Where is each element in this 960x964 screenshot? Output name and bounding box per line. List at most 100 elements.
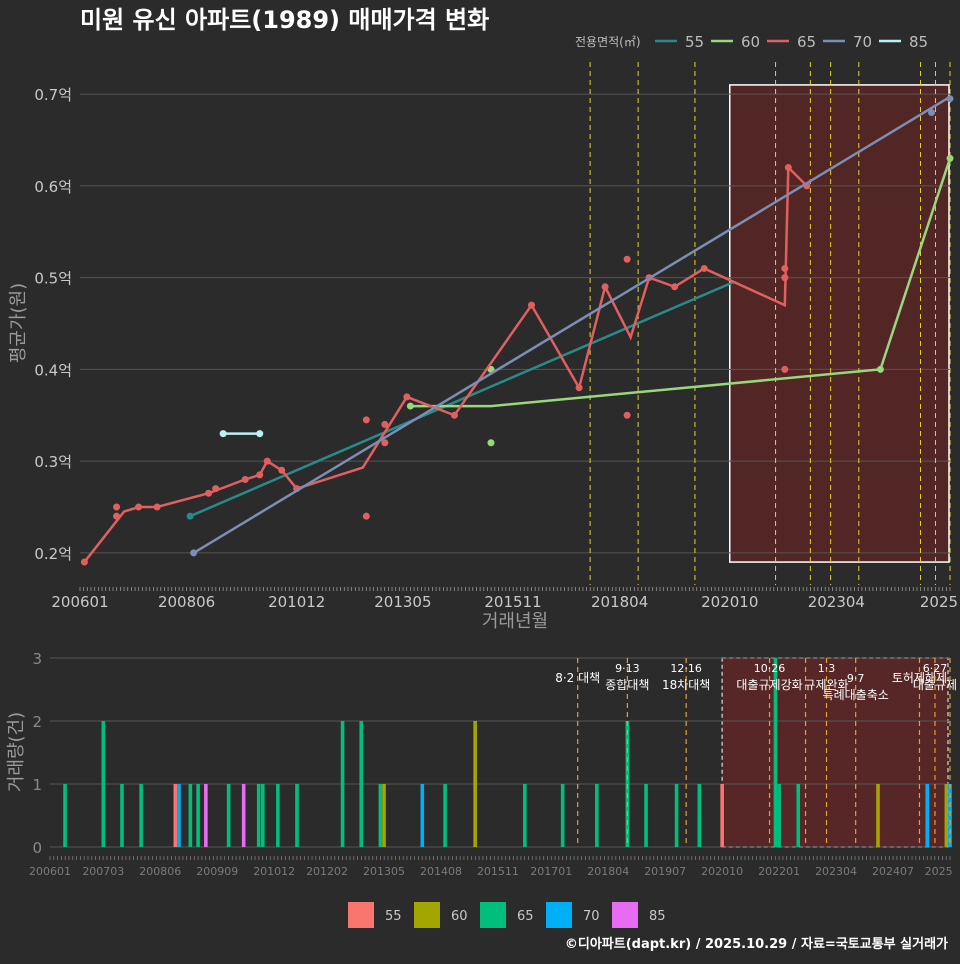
data-point-65	[362, 416, 370, 424]
volume-bar-65	[560, 784, 565, 847]
data-point-65	[450, 411, 458, 419]
policy-label: 대출규제강화	[736, 678, 802, 692]
legend-swatch-55	[348, 902, 374, 928]
legend-swatch-65	[480, 902, 506, 928]
data-point-65	[135, 503, 143, 511]
series-line-55	[189, 281, 734, 518]
data-point-65	[381, 420, 389, 428]
legend-label-85: 85	[909, 33, 928, 51]
y-tick-label: 0.6억	[34, 178, 72, 196]
x-tick-label: 202304	[815, 865, 857, 878]
data-point-85	[219, 430, 227, 438]
data-point-65	[601, 283, 609, 291]
volume-bar-65	[697, 784, 702, 847]
x-tick-label: 200703	[82, 865, 124, 878]
volume-bar-65	[295, 784, 299, 847]
legend-label-65: 65	[797, 33, 816, 51]
data-point-65	[700, 264, 708, 272]
x-tick-label: 202304	[808, 593, 865, 611]
volume-bar-65	[359, 721, 364, 847]
volume-bar-70	[925, 784, 930, 847]
policy-date: 9·7	[847, 672, 865, 685]
series-line-60	[410, 157, 952, 408]
policy-label: 규제완화	[804, 678, 848, 692]
y-axis-label: 평균가(원)	[8, 283, 29, 363]
x-tick-label: 2025	[920, 593, 958, 611]
x-tick-label: 201804	[591, 593, 648, 611]
volume-bar-65	[188, 784, 193, 847]
legend-label-70: 70	[853, 33, 872, 51]
volume-bar-65	[63, 784, 67, 847]
data-point-55	[186, 512, 194, 520]
legend-label-60: 60	[451, 909, 468, 924]
y-tick-label: 0.4억	[34, 361, 72, 379]
policy-label: 18차대책	[662, 677, 710, 692]
volume-bar-55	[720, 784, 724, 847]
y-axis-label: 거래량(건)	[6, 712, 27, 792]
volume-bar-65	[340, 721, 345, 847]
policy-label: 토허제해제	[892, 671, 947, 685]
legend-label-65: 65	[517, 909, 534, 924]
policy-label: 특례대출축소	[823, 688, 889, 702]
data-point-65	[153, 503, 161, 511]
y-tick-label: 1	[32, 776, 42, 794]
legend-swatch-85	[612, 902, 638, 928]
data-point-65	[528, 301, 536, 309]
data-point-65	[623, 411, 631, 419]
x-tick-label: 201408	[420, 865, 462, 878]
y-tick-label: 0.7억	[34, 86, 72, 104]
data-point-70	[946, 95, 954, 103]
data-point-65	[403, 393, 411, 401]
data-point-65	[575, 384, 583, 392]
volume-bar-65	[378, 784, 383, 847]
volume-bar-65	[226, 784, 231, 847]
x-tick-label: 200601	[51, 593, 108, 611]
chart-title: 미원 유신 아파트(1989) 매매가격 변화	[80, 6, 489, 34]
data-point-65	[80, 558, 88, 566]
y-tick-label: 3	[32, 650, 42, 668]
data-point-60	[406, 402, 414, 410]
data-point-65	[781, 365, 789, 373]
legend-title: 전용면적(㎡)	[575, 35, 641, 49]
data-point-65	[362, 512, 370, 520]
x-tick-label: 201305	[374, 593, 431, 611]
legend-swatch-60	[414, 902, 440, 928]
bottom-legend: 55 60 65 70 85	[348, 902, 666, 928]
volume-bar-65	[276, 784, 280, 847]
volume-bar-65	[777, 784, 781, 847]
data-point-65	[212, 485, 220, 493]
data-point-60	[487, 439, 495, 447]
data-point-65	[263, 457, 271, 465]
data-point-65	[256, 471, 264, 479]
data-point-65	[205, 489, 213, 497]
legend-label-70: 70	[583, 909, 600, 924]
x-tick-label: 201511	[484, 593, 541, 611]
policy-label: 8·2 대책	[555, 670, 600, 685]
top-legend: 전용면적(㎡) 55 60 65 70 85	[575, 33, 928, 51]
volume-bar-60	[473, 721, 477, 847]
volume-bar-65	[261, 784, 265, 847]
data-point-65	[781, 274, 789, 282]
volume-bar-65	[595, 784, 599, 847]
x-tick-label: 201012	[268, 593, 325, 611]
caption: ©디아파트(dapt.kr) / 2025.10.29 / 자료=국토교통부 실…	[565, 936, 948, 952]
legend-label-60: 60	[741, 33, 760, 51]
data-point-65	[623, 255, 631, 263]
data-point-70	[190, 549, 198, 557]
volume-bar-65	[196, 784, 200, 847]
data-point-60	[946, 154, 954, 162]
volume-bar-85	[204, 784, 208, 847]
data-point-65	[381, 439, 389, 447]
volume-bar-60	[876, 784, 880, 847]
x-tick-label: 201511	[477, 865, 519, 878]
volume-bar-65	[644, 784, 648, 847]
data-point-65	[278, 466, 286, 474]
volume-bar-65	[674, 784, 679, 847]
legend-label-55: 55	[385, 909, 402, 924]
highlight-region	[728, 84, 950, 563]
x-tick-label: 202010	[701, 865, 743, 878]
volume-bar-65	[256, 784, 261, 847]
policy-date: 12·16	[670, 662, 702, 675]
policy-date: 6·27	[923, 662, 948, 675]
